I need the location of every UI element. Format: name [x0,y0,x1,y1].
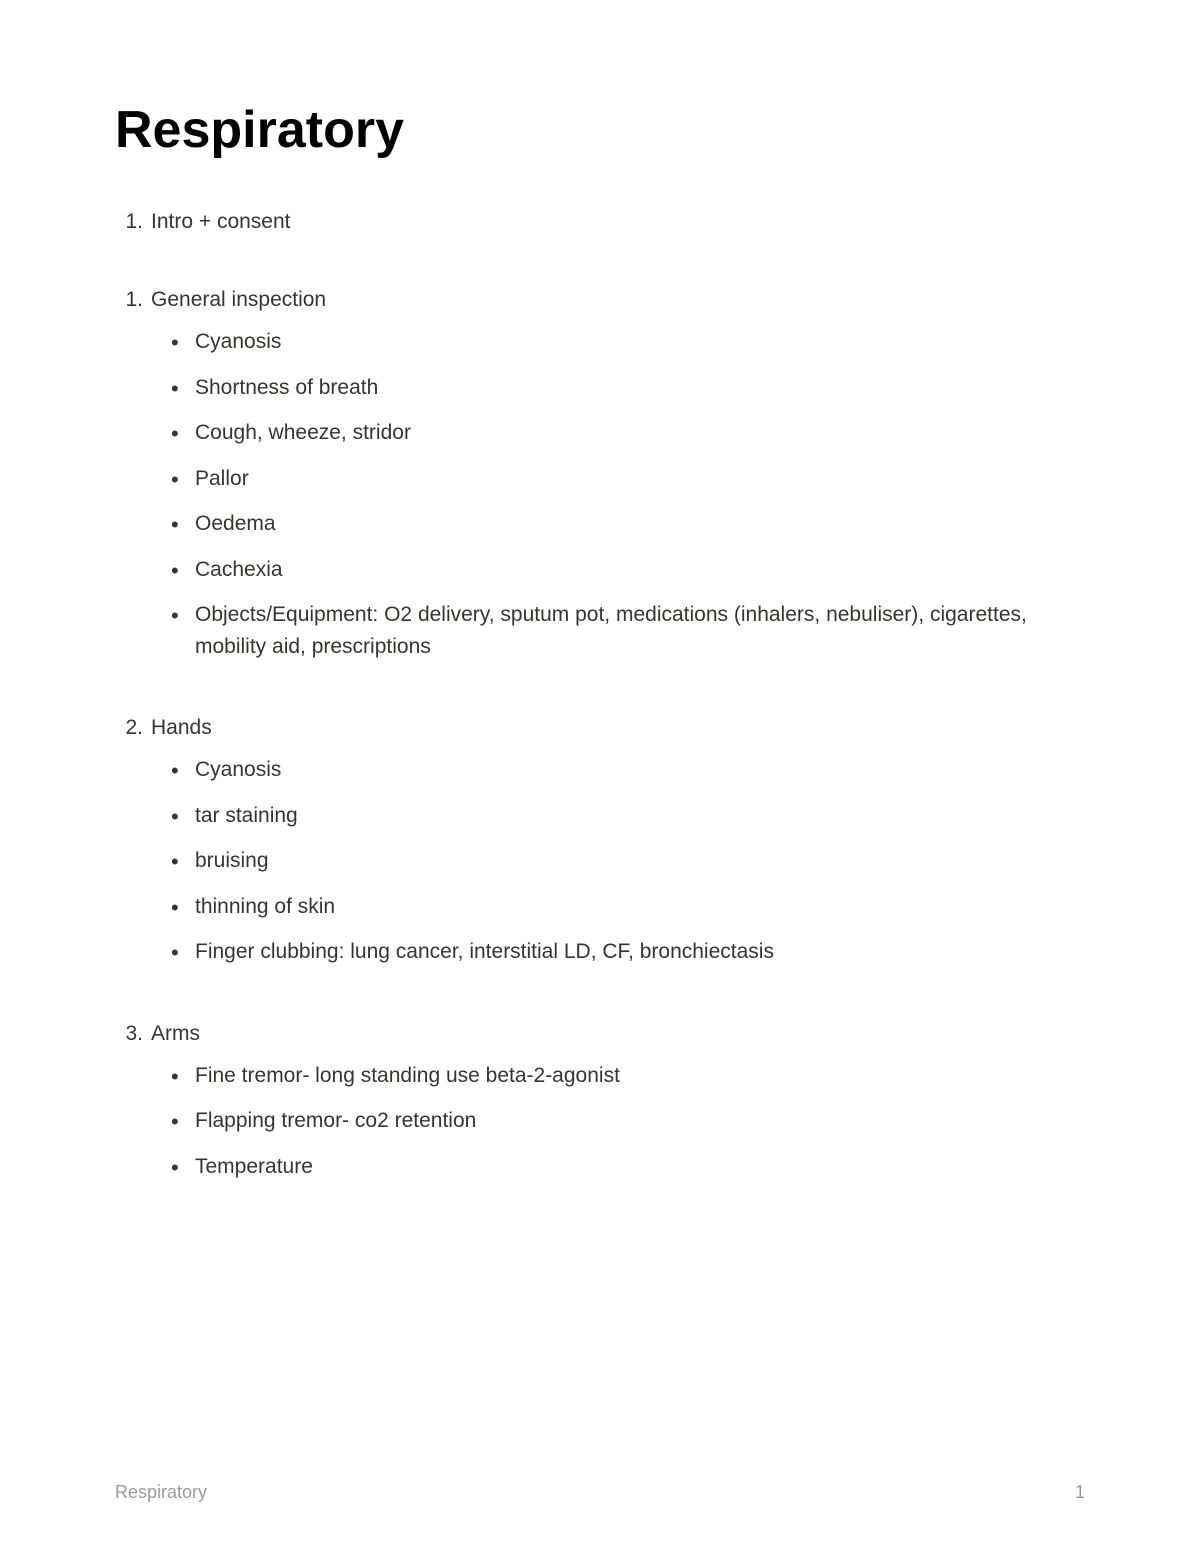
section-number: 3. [115,1022,143,1046]
section-intro: 1. Intro + consent [115,210,1085,234]
section-gap [115,982,1085,1022]
list-item: Objects/Equipment: O2 delivery, sputum p… [165,599,1085,662]
list-item: Shortness of breath [165,372,1085,404]
section-number: 1. [115,210,143,234]
section-hands: 2. Hands [115,716,1085,740]
section-label: Hands [151,716,212,740]
list-item: thinning of skin [165,891,1085,923]
page-title: Respiratory [115,100,1085,160]
list-item: Cachexia [165,554,1085,586]
section-arms: 3. Arms [115,1022,1085,1046]
hands-list: Cyanosis tar staining bruising thinning … [115,754,1085,968]
list-item: Temperature [165,1151,1085,1183]
list-item: Cough, wheeze, stridor [165,417,1085,449]
section-label: Arms [151,1022,200,1046]
section-number: 2. [115,716,143,740]
section-number: 1. [115,288,143,312]
list-item: Fine tremor- long standing use beta-2-ag… [165,1060,1085,1092]
list-item: Oedema [165,508,1085,540]
section-gap [115,676,1085,716]
list-item: Cyanosis [165,326,1085,358]
footer-page-number: 1 [1075,1482,1085,1503]
section-general: 1. General inspection [115,288,1085,312]
footer-title: Respiratory [115,1482,207,1503]
list-item: Cyanosis [165,754,1085,786]
section-gap [115,248,1085,288]
section-label: General inspection [151,288,326,312]
section-label: Intro + consent [151,210,291,234]
list-item: bruising [165,845,1085,877]
general-list: Cyanosis Shortness of breath Cough, whee… [115,326,1085,662]
arms-list: Fine tremor- long standing use beta-2-ag… [115,1060,1085,1183]
list-item: tar staining [165,800,1085,832]
list-item: Pallor [165,463,1085,495]
list-item: Finger clubbing: lung cancer, interstiti… [165,936,1085,968]
list-item: Flapping tremor- co2 retention [165,1105,1085,1137]
page-footer: Respiratory 1 [115,1482,1085,1503]
